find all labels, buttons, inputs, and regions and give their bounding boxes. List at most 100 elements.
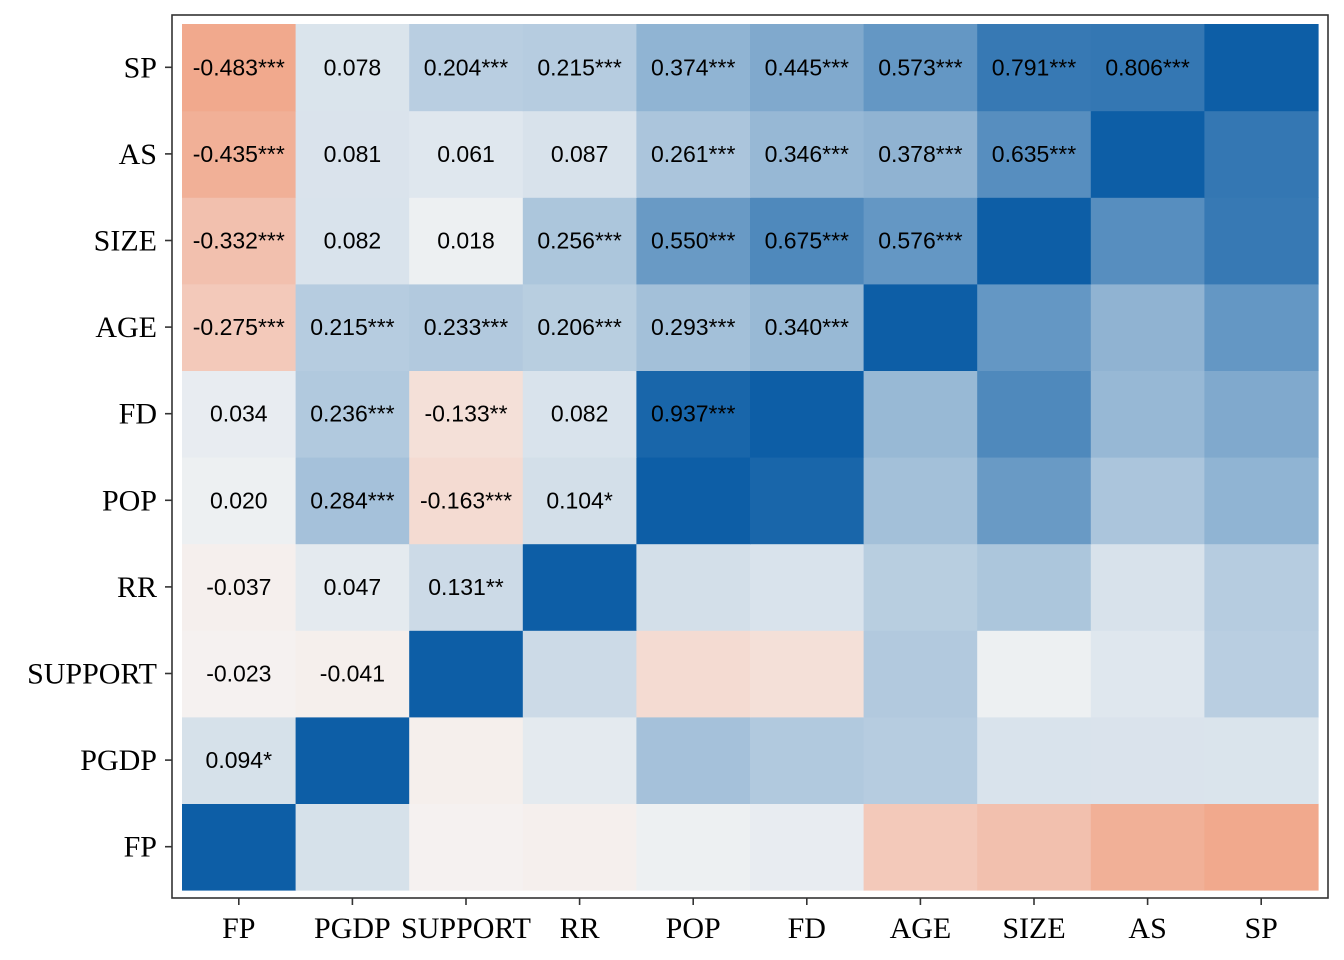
heatmap-cell-age-age — [863, 283, 978, 371]
cell-label-as-pgdp: 0.081 — [324, 141, 382, 167]
heatmap-cell-pop-rr — [522, 457, 637, 545]
x-tick-label-fp: FP — [222, 912, 255, 945]
axes-layer: FP PGDP SUPPORT RR POP FD AGE SIZE AS SP FP PGDP SUP… — [27, 51, 1278, 945]
heatmap-cell-pgdp-support — [409, 716, 524, 804]
heatmap-cell-pop-pgdp — [295, 457, 410, 545]
heatmap-cell-rr-pop — [636, 543, 751, 631]
heatmap-cell-pgdp-fp — [182, 716, 297, 804]
heatmap-cell-fp-fp — [182, 803, 297, 891]
heatmap-cell-pop-fd — [750, 457, 865, 545]
cell-label-sp-support: 0.204*** — [424, 54, 508, 80]
cell-labels-layer: 0.094* -0.023 -0.041 -0.037 0.047 0.131** 0.02… — [193, 54, 1190, 773]
heatmap-cell-pop-size — [977, 457, 1092, 545]
heatmap-cell-fd-size — [977, 370, 1092, 458]
heatmap-cell-pgdp-pgdp — [295, 716, 410, 804]
x-tick-label-fd: FD — [788, 912, 826, 945]
heatmap-cell-as-size — [977, 110, 1092, 198]
heatmap-cell-support-sp — [1204, 630, 1319, 718]
heatmap-cell-support-rr — [522, 630, 637, 718]
cell-label-size-age: 0.576*** — [878, 228, 962, 254]
cell-label-age-fp: -0.275*** — [193, 314, 285, 340]
heatmap-cell-size-as — [1090, 197, 1205, 285]
heatmap-cell-pgdp-size — [977, 716, 1092, 804]
heatmap-cell-as-pop — [636, 110, 751, 198]
cell-label-size-fp: -0.332*** — [193, 228, 285, 254]
heatmap-cell-rr-support — [409, 543, 524, 631]
cell-label-fd-pgdp: 0.236*** — [310, 401, 394, 427]
cell-label-sp-age: 0.573*** — [878, 54, 962, 80]
cell-label-age-support: 0.233*** — [424, 314, 508, 340]
cell-label-age-pop: 0.293*** — [651, 314, 735, 340]
heatmap-cell-pop-fp — [182, 457, 297, 545]
cell-label-sp-fp: -0.483*** — [193, 54, 285, 80]
cell-label-pop-fp: 0.020 — [210, 487, 268, 513]
heatmap-cell-rr-pgdp — [295, 543, 410, 631]
cell-label-support-fp: -0.023 — [206, 661, 271, 687]
x-tick-label-size: SIZE — [1002, 912, 1065, 945]
heatmap-cell-fd-age — [863, 370, 978, 458]
x-tick-label-sp: SP — [1245, 912, 1278, 945]
cell-label-pop-support: -0.163*** — [420, 487, 512, 513]
y-tick-label-as: AS — [119, 138, 157, 171]
heatmap-cell-fd-as — [1090, 370, 1205, 458]
heatmap-cell-fd-rr — [522, 370, 637, 458]
heatmap-cell-fd-sp — [1204, 370, 1319, 458]
cell-label-rr-fp: -0.037 — [206, 574, 271, 600]
heatmap-cell-sp-pgdp — [295, 24, 410, 112]
x-tick-label-pgdp: PGDP — [314, 912, 391, 945]
heatmap-cell-sp-fd — [750, 24, 865, 112]
heatmap-cell-as-fp — [182, 110, 297, 198]
y-tick-label-support: SUPPORT — [27, 658, 157, 691]
cell-label-sp-rr: 0.215*** — [537, 54, 621, 80]
cell-label-fd-support: -0.133** — [424, 401, 507, 427]
heatmap-cell-fp-pop — [636, 803, 751, 891]
heatmap-cell-pgdp-pop — [636, 716, 751, 804]
heatmap-cell-as-support — [409, 110, 524, 198]
heatmap-cell-size-sp — [1204, 197, 1319, 285]
heatmap-cell-size-support — [409, 197, 524, 285]
cell-label-sp-pop: 0.374*** — [651, 54, 735, 80]
heatmap-cell-sp-fp — [182, 24, 297, 112]
heatmap-cell-rr-fd — [750, 543, 865, 631]
y-tick-label-rr: RR — [117, 571, 157, 604]
heatmap-cell-sp-age — [863, 24, 978, 112]
cell-label-as-support: 0.061 — [437, 141, 495, 167]
heatmap-cell-as-age — [863, 110, 978, 198]
y-tick-label-fd: FD — [119, 398, 157, 431]
heatmap-cell-age-rr — [522, 283, 637, 371]
cell-label-as-pop: 0.261*** — [651, 141, 735, 167]
heatmap-cell-size-size — [977, 197, 1092, 285]
heatmap-cell-rr-age — [863, 543, 978, 631]
heatmap-cell-support-support — [409, 630, 524, 718]
cell-label-as-fp: -0.435*** — [193, 141, 285, 167]
cell-label-size-support: 0.018 — [437, 228, 495, 254]
cell-label-age-pgdp: 0.215*** — [310, 314, 394, 340]
heatmap-cell-pgdp-sp — [1204, 716, 1319, 804]
cell-label-pop-pgdp: 0.284*** — [310, 487, 394, 513]
heatmap-cell-age-size — [977, 283, 1092, 371]
heatmap-cell-pop-support — [409, 457, 524, 545]
heatmap-cell-fd-pgdp — [295, 370, 410, 458]
heatmap-cell-as-as — [1090, 110, 1205, 198]
heatmap-cell-support-pgdp — [295, 630, 410, 718]
heatmap-cell-pgdp-rr — [522, 716, 637, 804]
cell-label-sp-size: 0.791*** — [992, 54, 1076, 80]
heatmap-cell-size-age — [863, 197, 978, 285]
heatmap-cell-fp-fd — [750, 803, 865, 891]
heatmap-cell-age-support — [409, 283, 524, 371]
heatmap-cell-fd-pop — [636, 370, 751, 458]
heatmap-cell-fp-age — [863, 803, 978, 891]
y-tick-label-sp: SP — [124, 51, 157, 84]
y-tick-label-pop: POP — [102, 484, 157, 517]
heatmap-cell-pop-age — [863, 457, 978, 545]
cell-label-as-rr: 0.087 — [551, 141, 609, 167]
heatmap-cell-rr-as — [1090, 543, 1205, 631]
heatmap-cell-as-sp — [1204, 110, 1319, 198]
heatmap-cell-fp-pgdp — [295, 803, 410, 891]
x-tick-label-rr: RR — [560, 912, 600, 945]
heatmap-cell-pgdp-as — [1090, 716, 1205, 804]
cell-label-size-rr: 0.256*** — [537, 228, 621, 254]
heatmap-cell-sp-size — [977, 24, 1092, 112]
